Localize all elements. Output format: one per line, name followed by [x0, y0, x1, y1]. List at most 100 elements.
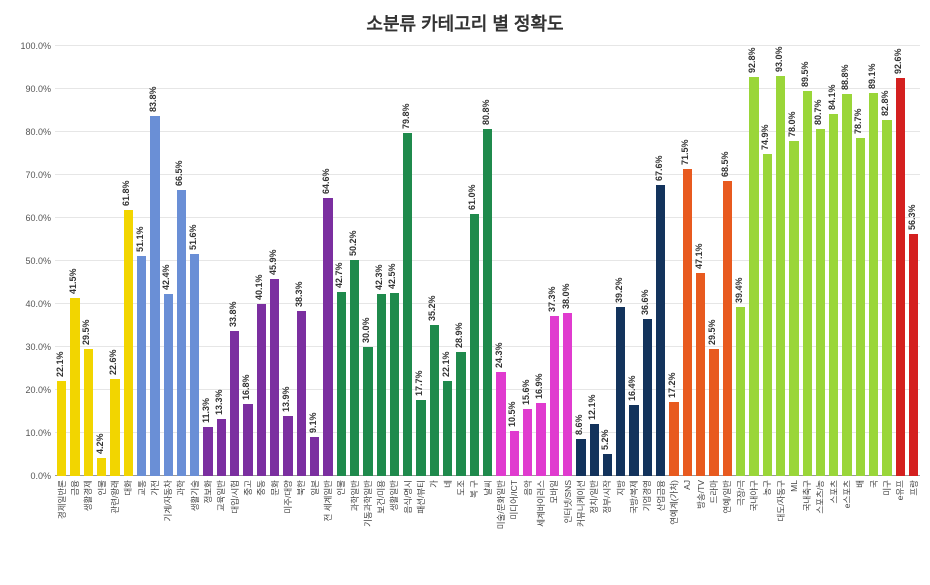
bar-value-label: 13.9% [281, 387, 291, 413]
bar-value-label: 51.6% [188, 225, 198, 251]
x-label-slot: 중고 [241, 476, 254, 556]
bar-value-label: 71.5% [680, 139, 690, 165]
category-label: e유프 [894, 480, 906, 500]
bar-slot: 24.3% [494, 46, 507, 476]
x-label-slot: 커뮤니케이션 [574, 476, 587, 556]
category-label: 정부/시작 [601, 480, 613, 514]
bar [297, 311, 306, 476]
bar [496, 372, 505, 476]
category-label: 중고 [242, 480, 254, 496]
bar-value-label: 12.1% [587, 394, 597, 420]
category-label: 생활일반 [388, 480, 400, 511]
bar-slot: 33.8% [228, 46, 241, 476]
bar-slot: 78.7% [854, 46, 867, 476]
x-label-slot: 미술/문화일반 [494, 476, 507, 556]
bars-container: 22.1%41.5%29.5%4.2%22.6%61.8%51.1%83.8%4… [55, 46, 920, 476]
bar [124, 210, 133, 476]
x-label-slot: 기계/자동차 [162, 476, 175, 556]
bar-slot: 22.1% [55, 46, 68, 476]
bar-slot: 9.1% [308, 46, 321, 476]
category-label: AJ [682, 480, 692, 490]
x-label-slot: 음악 [521, 476, 534, 556]
category-label: 정보화 [202, 480, 214, 503]
bar-slot: 39.4% [734, 46, 747, 476]
x-label-slot: 미디어/ICT [508, 476, 521, 556]
bar-value-label: 51.1% [135, 227, 145, 253]
category-label: 교육일반 [215, 480, 227, 511]
bar [150, 116, 159, 476]
bar-value-label: 84.1% [827, 85, 837, 111]
bar-value-label: 42.5% [387, 264, 397, 290]
category-label: 인물 [335, 480, 347, 496]
x-label-slot: 인터넷/SNS [561, 476, 574, 556]
bar-value-label: 61.0% [467, 184, 477, 210]
bar-value-label: 42.7% [334, 263, 344, 289]
bar [709, 349, 718, 476]
category-label: 농구 [761, 480, 773, 496]
category-label: 인물 [96, 480, 108, 496]
x-label-slot: 국내축구 [801, 476, 814, 556]
bar [270, 279, 279, 476]
bar-value-label: 10.5% [507, 401, 517, 427]
x-label-slot: 대도/자동구 [774, 476, 787, 556]
bar-value-label: 56.3% [907, 204, 917, 230]
bar [57, 381, 66, 476]
bar [257, 304, 266, 476]
bar [390, 293, 399, 476]
bar [789, 141, 798, 476]
bar-slot: 92.8% [747, 46, 760, 476]
bar-value-label: 68.5% [720, 152, 730, 178]
category-label: 보건/미용 [375, 480, 387, 514]
x-label-slot: 연예계(가처) [667, 476, 680, 556]
x-label-slot: 생활일반 [388, 476, 401, 556]
bar-slot: 35.2% [428, 46, 441, 476]
category-label: 가전 [149, 480, 161, 496]
x-label-slot: 경제일반론 [55, 476, 68, 556]
bar-value-label: 16.4% [627, 376, 637, 402]
y-tick-label: 20.0% [25, 385, 51, 395]
category-label: 연예계(가처) [668, 480, 680, 525]
bar [669, 402, 678, 476]
bar [283, 416, 292, 476]
bar-value-label: 79.8% [401, 103, 411, 129]
x-label-slot: 세계바이러스 [534, 476, 547, 556]
category-label: 전 세계일반 [322, 480, 334, 521]
category-label: 교통 [136, 480, 148, 496]
bar-slot: 64.6% [321, 46, 334, 476]
bar-slot: 29.5% [707, 46, 720, 476]
bar-value-label: 22.1% [441, 351, 451, 377]
bar-slot: 78.0% [787, 46, 800, 476]
bar-value-label: 47.1% [694, 244, 704, 270]
bar [776, 76, 785, 476]
bar [803, 91, 812, 476]
bar-value-label: 29.5% [707, 320, 717, 346]
bar-slot: 74.9% [761, 46, 774, 476]
x-label-slot: 복 구 [468, 476, 481, 556]
bar-value-label: 89.1% [867, 63, 877, 89]
category-label: 연예/일반 [721, 480, 733, 514]
bar-slot: 37.3% [548, 46, 561, 476]
bar-value-label: 35.2% [427, 295, 437, 321]
bar-slot: 89.5% [801, 46, 814, 476]
bar-slot: 16.4% [627, 46, 640, 476]
x-label-slot: 날씨 [481, 476, 494, 556]
bar [337, 292, 346, 476]
bar-slot: 88.8% [840, 46, 853, 476]
bar [603, 454, 612, 476]
category-label: 생활경제 [82, 480, 94, 511]
x-label-slot: 가전 [148, 476, 161, 556]
bar-slot: 67.6% [654, 46, 667, 476]
x-label-slot: 중동 [255, 476, 268, 556]
category-label: 국내축구 [801, 480, 813, 511]
bar-value-label: 33.8% [228, 301, 238, 327]
bar-slot: 45.9% [268, 46, 281, 476]
x-label-slot: 인물 [95, 476, 108, 556]
bar-value-label: 30.0% [361, 317, 371, 343]
bar-value-label: 89.5% [800, 62, 810, 88]
bar-value-label: 78.7% [853, 108, 863, 134]
category-label: 미술/문화일반 [495, 480, 507, 529]
bar-value-label: 36.6% [640, 289, 650, 315]
bar-slot: 66.5% [175, 46, 188, 476]
bar-slot: 42.3% [375, 46, 388, 476]
bar-value-label: 78.0% [787, 111, 797, 137]
